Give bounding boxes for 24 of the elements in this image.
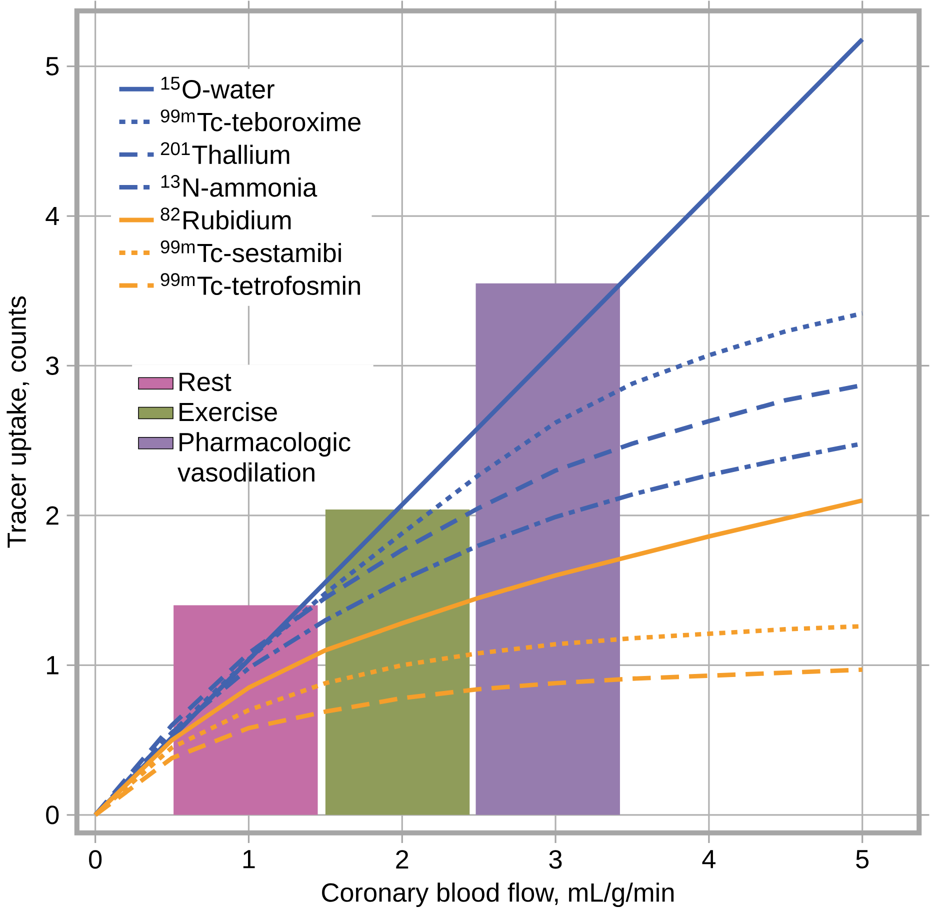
- x-tick-label: 0: [89, 850, 102, 869]
- legend-label: Rest: [180, 372, 232, 392]
- y-tick-label: 1: [47, 656, 58, 674]
- legend-label: Exercise: [180, 402, 277, 422]
- legend-label: $^{99m}$Tc-tetrofosmin: [160, 273, 360, 296]
- legend-label: $^{15}$O-water: [161, 77, 274, 99]
- legend-label: $^{99m}$Tc-sestamibi: [160, 240, 341, 262]
- x-tick-label: 1: [243, 850, 255, 868]
- legend-label: Pharmacologic vasodilation: [178, 432, 350, 482]
- legend-label: $^{99m}$Tc-teboroxime: [160, 110, 360, 132]
- y-axis-title: Tracer uptake, counts: [6, 296, 32, 548]
- y-tick-label: 4: [46, 207, 59, 226]
- x-tick-label: 3: [549, 850, 562, 869]
- legend-label: $^{201}$Thallium: [160, 142, 290, 164]
- y-tick-label: 2: [46, 506, 58, 525]
- y-tick-label: 0: [46, 806, 59, 824]
- legend-label: $^{13}$N-ammonia: [161, 175, 318, 197]
- x-tick-label: 4: [702, 850, 716, 868]
- x-axis-title: Coronary blood flow, mL/g/min: [322, 882, 674, 908]
- x-tick-label: 2: [396, 850, 408, 869]
- y-tick-label: 5: [46, 57, 59, 76]
- legend-label: $^{82}$Rubidium: [160, 208, 291, 230]
- x-tick-label: 5: [856, 850, 869, 869]
- y-tick-label: 3: [46, 356, 59, 376]
